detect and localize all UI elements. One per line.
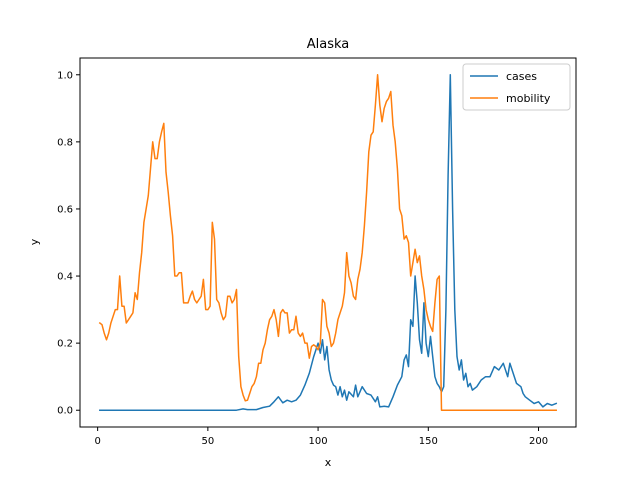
y-tick-label: 0.2 xyxy=(57,339,73,350)
y-axis: 0.0 0.2 0.4 0.6 0.8 1.0 xyxy=(57,70,80,417)
x-tick-label: 200 xyxy=(529,436,548,447)
series-lines xyxy=(98,74,558,411)
series-line-mobility xyxy=(98,74,557,411)
legend: cases mobility xyxy=(462,63,571,111)
x-tick-label: 0 xyxy=(94,436,100,447)
y-tick-label: 1.0 xyxy=(57,70,73,81)
x-tick-label: 100 xyxy=(309,436,328,447)
legend-label-mobility: mobility xyxy=(506,92,551,105)
y-tick-label: 0.8 xyxy=(57,137,73,148)
series-line-cases xyxy=(99,74,558,411)
x-axis-label: x xyxy=(325,456,332,469)
x-axis: 0 50 100 150 200 xyxy=(94,427,548,447)
chart-title: Alaska xyxy=(307,37,350,52)
y-tick-label: 0.4 xyxy=(57,272,73,283)
x-tick-label: 50 xyxy=(201,436,214,447)
axes-frame xyxy=(79,57,577,428)
y-axis-label: y xyxy=(28,238,41,245)
legend-label-cases: cases xyxy=(506,70,537,83)
x-tick-label: 150 xyxy=(419,436,438,447)
y-tick-label: 0.6 xyxy=(57,204,73,215)
y-tick-label: 0.0 xyxy=(57,406,73,417)
